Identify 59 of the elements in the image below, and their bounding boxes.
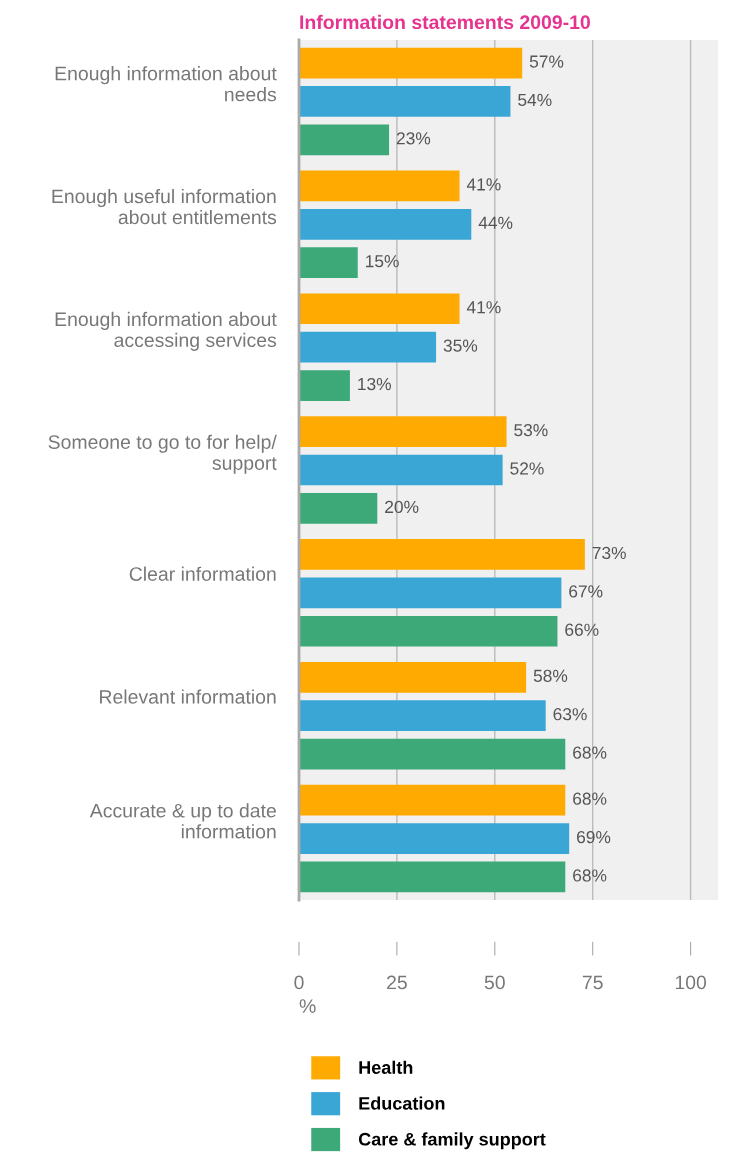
legend-label: Education — [359, 1096, 445, 1110]
data-label: 69% — [577, 830, 611, 844]
data-label: 57% — [529, 55, 564, 68]
data-label: 35% — [443, 339, 478, 352]
y-tick-label: Enough information about needs — [55, 66, 277, 102]
bar — [299, 208, 472, 240]
x-tick-label: 75 — [582, 975, 603, 990]
bar — [299, 784, 566, 816]
legend-label: Health — [359, 1060, 413, 1074]
data-label: 52% — [510, 462, 544, 475]
data-label: 54% — [518, 93, 552, 107]
bar — [299, 700, 546, 732]
bar — [299, 86, 511, 117]
y-tick-label: Clear information — [129, 566, 276, 581]
data-label: 15% — [366, 255, 399, 268]
data-label: 13% — [358, 377, 391, 391]
legend-label: Care & family support — [358, 1132, 546, 1150]
bar — [299, 170, 460, 202]
data-label: 68% — [573, 792, 607, 805]
data-label: 68% — [573, 746, 607, 759]
x-tick-label: 100 — [675, 975, 707, 990]
data-label: 53% — [514, 423, 548, 437]
data-label: 23% — [396, 132, 431, 145]
bar — [299, 615, 558, 647]
data-label: 41% — [466, 301, 501, 314]
bar — [299, 493, 378, 524]
chart-title: Information statements 2009-10 — [300, 14, 590, 30]
bar — [299, 661, 527, 693]
bar — [299, 577, 562, 609]
bar — [299, 416, 507, 447]
x-tick-label: 50 — [484, 975, 505, 990]
data-label: 58% — [533, 669, 568, 682]
bar — [299, 539, 585, 570]
bar — [299, 823, 570, 854]
data-label: 41% — [466, 178, 501, 191]
x-tick-label: 25 — [387, 975, 407, 990]
y-tick-label: Someone to go to for help/ support — [48, 434, 277, 474]
bar — [299, 293, 460, 325]
data-label: 66% — [565, 623, 599, 636]
bar — [299, 47, 523, 79]
bar — [299, 370, 350, 401]
bar — [299, 331, 437, 363]
y-tick-label: Accurate & up to date information — [89, 803, 276, 839]
bar — [299, 247, 358, 279]
data-label: 68% — [573, 869, 607, 882]
y-tick-label: Enough useful information about entitlements — [52, 188, 277, 225]
data-label: 63% — [553, 708, 587, 721]
data-label: 67% — [569, 585, 603, 598]
data-label: 44% — [478, 216, 513, 229]
y-tick-label: Relevant information — [100, 689, 276, 704]
x-tick-label: 0 — [294, 975, 304, 990]
data-label: 20% — [385, 500, 419, 514]
bar — [299, 738, 566, 770]
data-label: 73% — [592, 546, 626, 560]
bar — [299, 861, 566, 893]
y-tick-label: Enough information about accessing services — [55, 311, 277, 351]
x-axis-title: % — [299, 999, 316, 1013]
bar — [299, 124, 390, 156]
bar — [299, 454, 503, 486]
